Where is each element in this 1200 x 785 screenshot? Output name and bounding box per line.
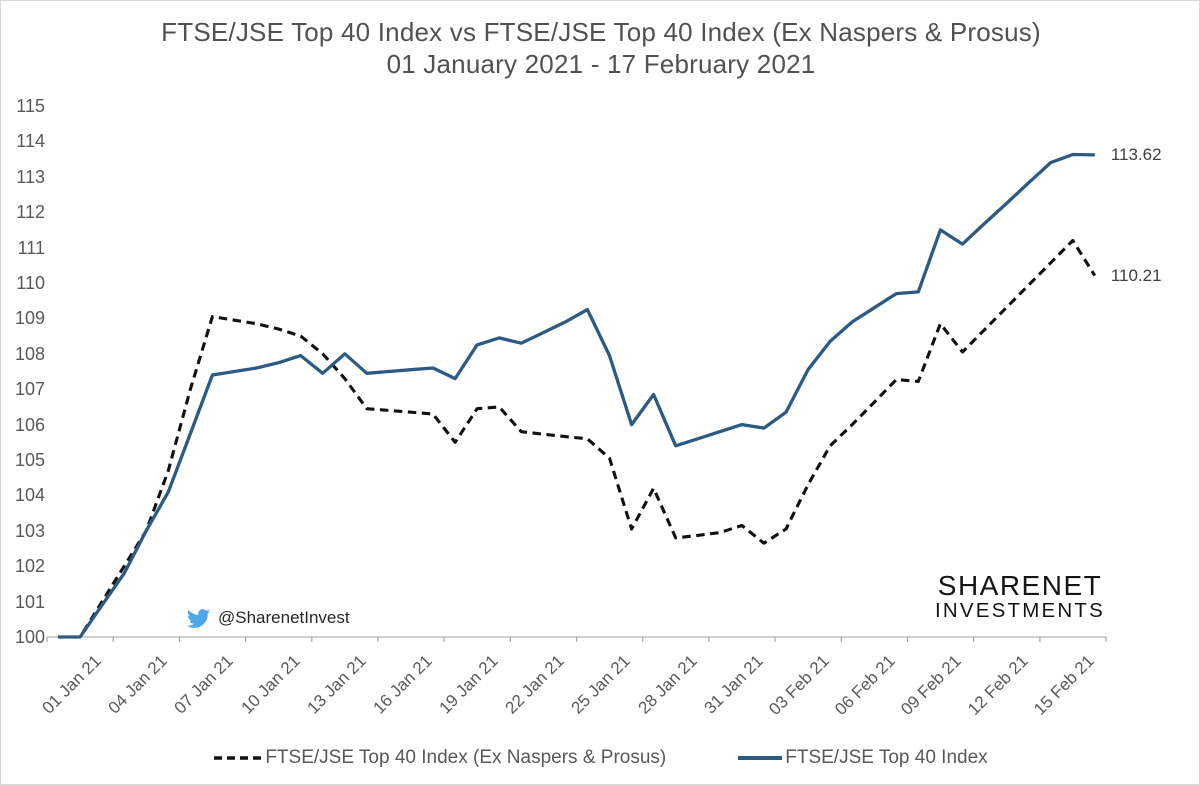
y-tick-label: 110 xyxy=(16,273,45,293)
series-end-label: 113.62 xyxy=(1110,144,1162,164)
series-line-ex-naspers xyxy=(58,238,1097,639)
chart-title: FTSE/JSE Top 40 Index vs FTSE/JSE Top 40… xyxy=(161,17,1041,47)
legend-label-ex-naspers: FTSE/JSE Top 40 Index (Ex Naspers & Pros… xyxy=(265,747,667,768)
y-tick-label: 106 xyxy=(14,414,45,435)
legend-swatch-solid-icon xyxy=(738,756,783,760)
y-tick-label: 101 xyxy=(14,591,45,612)
y-tick-label: 113 xyxy=(16,166,45,187)
logo-line-1: SHARENET xyxy=(937,570,1103,601)
series-line-top40 xyxy=(58,152,1095,639)
y-tick-label: 108 xyxy=(14,343,45,364)
legend-item-top40: FTSE/JSE Top 40 Index xyxy=(738,747,988,769)
logo-line-2: INVESTMENTS xyxy=(935,599,1105,623)
y-tick-label: 111 xyxy=(17,237,45,258)
sharenet-logo: SHARENET INVESTMENTS xyxy=(934,571,1106,622)
twitter-handle: @SharenetInvest xyxy=(218,608,350,627)
chart-subtitle: 01 January 2021 - 17 February 2021 xyxy=(386,49,816,79)
y-tick-label: 103 xyxy=(14,520,45,541)
y-tick-label: 102 xyxy=(14,556,45,577)
legend-swatch-dashed-icon xyxy=(214,756,263,760)
y-tick-label: 105 xyxy=(14,450,45,470)
y-tick-label: 107 xyxy=(14,379,45,400)
series-end-label: 110.21 xyxy=(1110,265,1162,285)
twitter-watermark: @SharenetInvest xyxy=(187,605,350,631)
y-tick-label: 104 xyxy=(14,485,45,506)
legend-label-top40: FTSE/JSE Top 40 Index xyxy=(785,747,988,768)
chart-legend: FTSE/JSE Top 40 Index (Ex Naspers & Pros… xyxy=(1,741,1199,775)
y-tick-label: 115 xyxy=(16,96,45,116)
y-tick-label: 114 xyxy=(16,131,45,152)
y-tick-label: 109 xyxy=(14,308,45,329)
legend-item-ex-naspers: FTSE/JSE Top 40 Index (Ex Naspers & Pros… xyxy=(214,747,666,769)
y-tick-label: 112 xyxy=(16,202,45,223)
twitter-bird-icon xyxy=(187,608,210,628)
y-tick-label: 100 xyxy=(14,627,45,647)
